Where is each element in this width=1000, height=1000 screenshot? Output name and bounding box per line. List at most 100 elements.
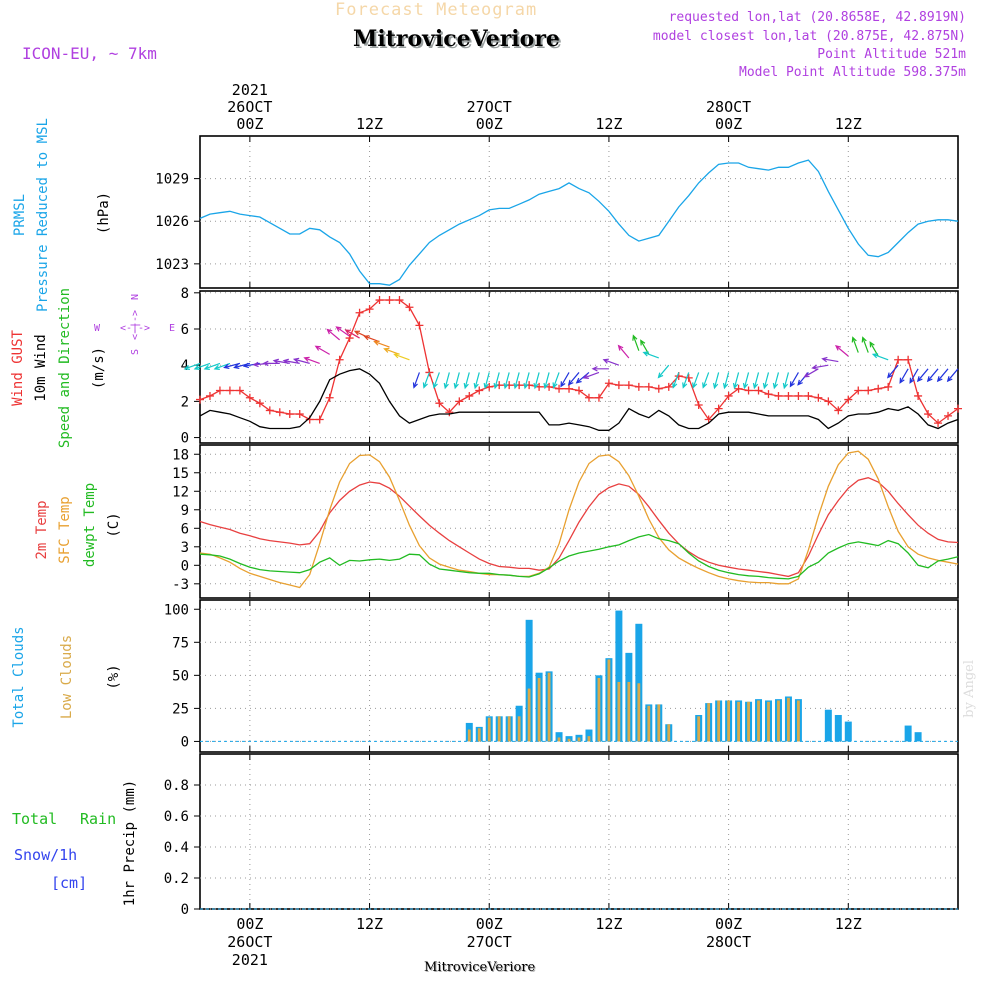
panel-frame	[199, 599, 959, 753]
y-tick-label: 6	[181, 322, 189, 338]
wind-direction-arrow	[483, 372, 490, 390]
wind-direction-arrow	[463, 372, 470, 390]
wind-direction-arrow	[363, 335, 380, 343]
low-cloud-bar	[487, 717, 491, 742]
y-tick-label: 0.6	[164, 809, 189, 825]
wind-direction-arrow	[326, 328, 341, 341]
bottom-time-label: 26OCT	[227, 933, 272, 951]
gust-marker	[754, 386, 763, 395]
gust-marker	[196, 395, 204, 404]
wind-direction-arrow	[692, 372, 700, 389]
top-time-label: 28OCT	[706, 98, 751, 116]
gust-marker	[465, 391, 474, 400]
precip-label-rain: Rain	[80, 810, 116, 828]
low-cloud-bar	[747, 701, 750, 742]
wind-direction-arrow	[432, 372, 440, 389]
precip-label-total: Total	[12, 810, 57, 828]
gust-marker	[724, 391, 733, 400]
wind-direction-arrow	[412, 372, 420, 389]
wind-direction-arrow	[303, 356, 320, 364]
low-cloud-bar	[717, 700, 721, 742]
total-cloud-bar	[904, 725, 912, 742]
gust-marker	[555, 384, 564, 393]
gust-marker	[215, 386, 224, 395]
low-cloud-bar	[617, 681, 621, 742]
wind-direction-arrow	[886, 364, 899, 379]
wind-direction-arrow	[203, 362, 221, 370]
model-point-altitude: Model Point Altitude 598.375m	[739, 65, 966, 80]
gust-marker	[624, 381, 633, 390]
low-cloud-bar	[557, 737, 561, 742]
model-name: ICON-EU, ~ 7km	[22, 44, 157, 63]
low-cloud-bar	[507, 716, 511, 742]
gust-marker	[495, 381, 504, 390]
y-tick-label: 50	[172, 668, 189, 684]
y-tick-label: 0.4	[164, 840, 189, 856]
meteogram-title: Forecast Meteogram	[335, 0, 538, 20]
total-cloud-bar	[914, 732, 922, 742]
y-tick-label: 15	[172, 466, 189, 482]
low-cloud-bar	[777, 700, 780, 742]
gust-marker	[604, 379, 613, 388]
gust-marker	[455, 397, 464, 406]
low-cloud-bar	[737, 701, 740, 742]
gust-marker	[744, 386, 753, 395]
gust-marker	[924, 410, 933, 419]
wind-direction-arrow	[702, 372, 710, 389]
gust-marker	[854, 386, 863, 395]
gust-marker	[684, 373, 693, 382]
wind-direction-arrow	[314, 345, 330, 355]
panel-frame	[199, 135, 959, 289]
top-time-label: 00Z	[236, 115, 263, 133]
total-cloud-bar	[824, 709, 832, 742]
top-time-label: 12Z	[595, 115, 622, 133]
wind-label-gust: Wind GUST	[10, 330, 26, 406]
wind-direction-arrow	[193, 362, 211, 370]
y-tick-label: 3	[181, 540, 189, 556]
wind-direction-arrow	[543, 372, 550, 390]
gust-marker	[634, 382, 643, 391]
precip-label-snow: Snow/1h	[14, 846, 77, 864]
gust-marker	[954, 404, 962, 413]
gust-marker	[654, 384, 663, 393]
wind-direction-arrow	[762, 372, 770, 390]
wind-direction-arrow	[916, 368, 929, 383]
gust-marker	[874, 384, 883, 393]
precip-label-snow-unit: [cm]	[51, 874, 87, 892]
wind-direction-arrow	[223, 362, 241, 370]
wind-direction-arrow	[560, 372, 570, 388]
gust-marker	[245, 393, 254, 402]
y-tick-label: 4	[181, 358, 189, 374]
precip-label-axis: 1hr Precip (mm)	[122, 780, 138, 906]
gust-marker	[575, 386, 583, 395]
wind-panel: 0 2 4 6 8	[181, 286, 962, 447]
low-cloud-bar	[497, 716, 501, 742]
low-cloud-bar	[547, 672, 551, 742]
gust-marker	[395, 296, 404, 305]
gust-marker	[505, 381, 514, 390]
compass-horizontal: <-|->	[120, 323, 150, 334]
gust-marker	[644, 382, 653, 391]
total-cloud-bar	[615, 610, 623, 742]
bottom-time-label: 00Z	[236, 915, 263, 933]
compass-e: E	[169, 323, 175, 334]
point-altitude: Point Altitude 521m	[817, 47, 966, 62]
low-cloud-bar	[727, 700, 731, 742]
y-tick-label: 0	[181, 558, 189, 574]
gust-marker	[315, 415, 324, 424]
low-cloud-bar	[597, 677, 601, 742]
gust-marker	[914, 391, 923, 400]
wind-direction-arrow	[383, 347, 400, 355]
gust-marker	[325, 393, 334, 402]
wind-direction-arrow	[602, 358, 620, 366]
wind-direction-arrow	[422, 372, 430, 389]
y-tick-label: 0.8	[164, 778, 189, 794]
wind-direction-arrow	[909, 368, 919, 384]
low-cloud-bar	[637, 683, 641, 742]
panel-frame	[199, 753, 959, 910]
total-cloud-bar	[585, 729, 593, 742]
bottom-time-label: 2021	[232, 951, 268, 969]
wind-direction-arrow	[926, 368, 939, 383]
